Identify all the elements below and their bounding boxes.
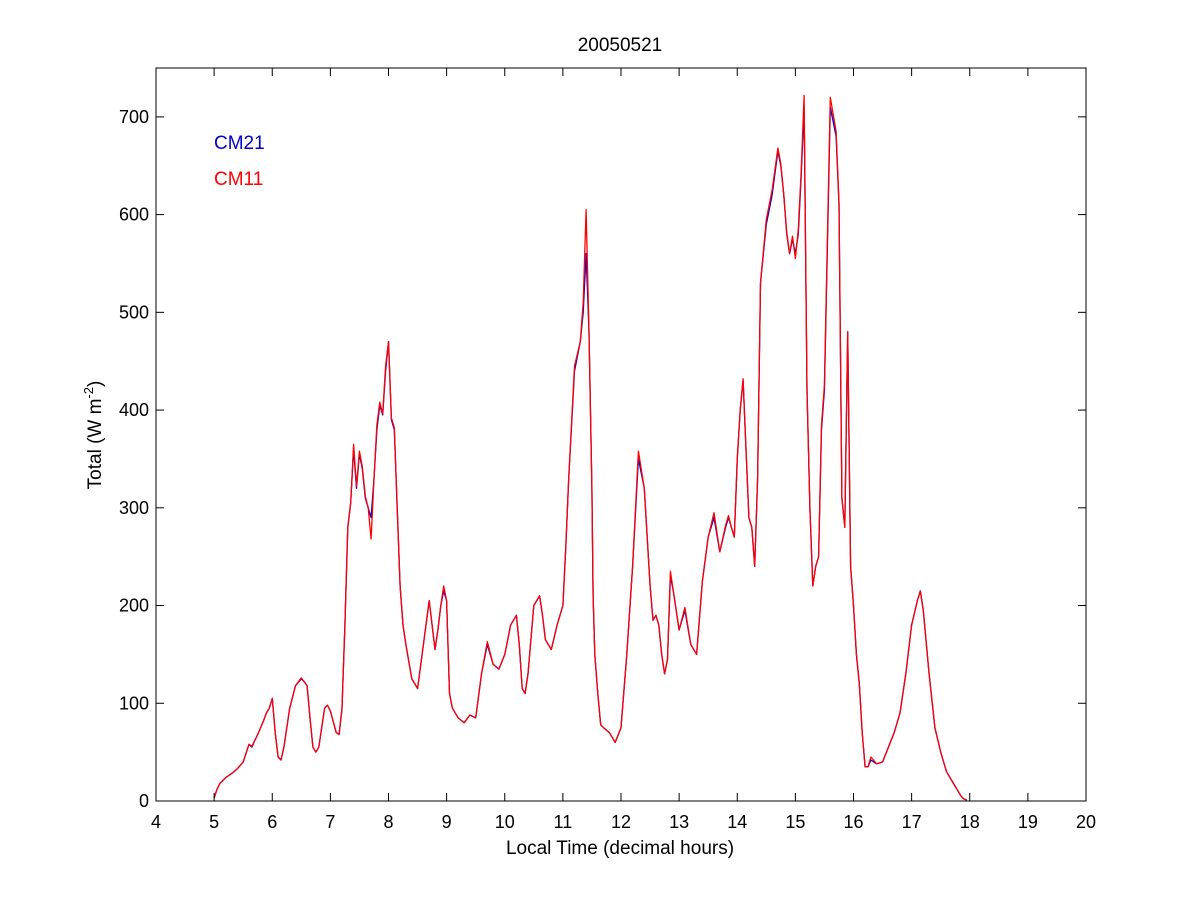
y-tick-label: 400: [119, 400, 149, 420]
x-tick-label: 10: [495, 812, 515, 832]
plot-frame: [155, 67, 1087, 802]
series-layer: [213, 94, 968, 801]
x-tick-label: 14: [727, 812, 747, 832]
chart-title: 20050521: [578, 35, 663, 56]
y-axis-label-prefix: Total (W m: [85, 399, 106, 490]
y-axis-label: Total (W m-2): [81, 381, 106, 490]
x-tick-label: 12: [611, 812, 631, 832]
legend-entry-cm21: CM21: [214, 133, 265, 154]
x-tick-label: 9: [442, 812, 452, 832]
x-tick-label: 8: [383, 812, 393, 832]
x-tick-label: 7: [325, 812, 335, 832]
legend-entry-cm11: CM11: [214, 169, 263, 190]
x-tick-label: 16: [843, 812, 863, 832]
x-tick-label: 19: [1018, 812, 1038, 832]
x-tick-label: 11: [554, 812, 573, 832]
x-tick-label: 4: [151, 812, 161, 832]
x-axis: 4 5 6 7 8 9 10 11 12 13 14 15 16 17 18 19 20: [151, 68, 1096, 832]
x-tick-label: 15: [785, 812, 805, 832]
y-axis: 0 100 200 300 400 500 600 700: [119, 107, 1086, 811]
y-tick-label: 500: [119, 302, 149, 322]
y-tick-label: 700: [119, 107, 149, 127]
y-tick-label: 600: [119, 205, 149, 225]
legend: CM21 CM11: [214, 133, 265, 190]
x-tick-label: 13: [669, 812, 689, 832]
x-tick-label: 18: [960, 812, 980, 832]
y-tick-label: 200: [119, 596, 149, 616]
series-line-cm11: [213, 94, 968, 801]
x-tick-label: 20: [1076, 812, 1096, 832]
y-tick-label: 100: [119, 693, 149, 713]
x-axis-label: Local Time (decimal hours): [506, 838, 734, 859]
x-tick-label: 17: [902, 812, 922, 832]
y-axis-label-suffix: ): [85, 381, 106, 387]
plot-area: 4 5 6 7 8 9 10 11 12 13 14 15 16 17 18 19 20 01002003004…: [119, 67, 1096, 832]
y-tick-label: 0: [139, 791, 149, 811]
y-tick-label: 300: [119, 498, 149, 518]
y-axis-label-superscript: -2: [81, 387, 96, 399]
x-tick-label: 6: [267, 812, 277, 832]
x-tick-label: 5: [209, 812, 219, 832]
